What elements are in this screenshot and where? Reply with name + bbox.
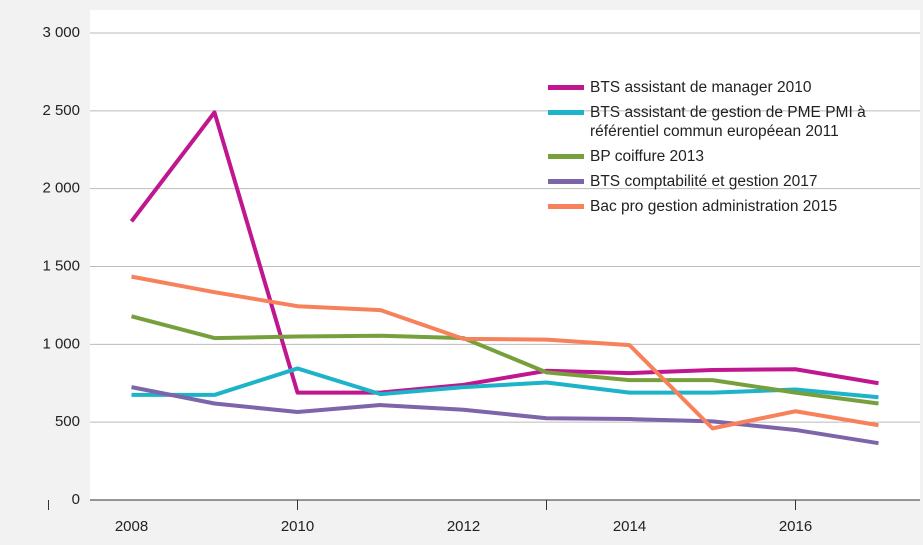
legend-swatch: [548, 204, 584, 209]
y-tick-label: 1 000: [42, 335, 80, 352]
y-tick-label: 1 500: [42, 257, 80, 274]
legend-item: BTS assistant de gestion de PME PMI à ré…: [548, 103, 918, 141]
legend-item: BP coiffure 2013: [548, 147, 918, 166]
legend-label: BTS assistant de manager 2010: [590, 79, 812, 96]
series-line: [131, 366, 879, 400]
series-line: [131, 385, 879, 446]
legend-label: BP coiffure 2013: [590, 148, 705, 165]
x-tick-label: 2008: [115, 518, 148, 535]
series-line: [131, 274, 879, 431]
x-tick-label: 2010: [281, 518, 314, 535]
legend-label: BTS assistant de gestion de PME PMI à ré…: [590, 104, 866, 140]
legend-swatch: [548, 85, 584, 90]
y-tick-label: 0: [72, 491, 80, 508]
legend-item: BTS comptabilité et gestion 2017: [548, 172, 918, 191]
plot-area: [90, 10, 920, 500]
y-tick-label: 500: [55, 413, 80, 430]
legend-label: Bac pro gestion administration 2015: [590, 198, 838, 215]
legend: BTS assistant de manager 2010 BTS assista…: [548, 78, 918, 222]
series-line: [129, 110, 879, 395]
legend-label: BTS comptabilité et gestion 2017: [590, 173, 818, 190]
x-tick-label: 2012: [447, 518, 480, 535]
series-line: [130, 314, 879, 406]
x-tick-label: 2016: [779, 518, 812, 535]
x-tick-label: 2014: [613, 518, 646, 535]
legend-swatch: [548, 154, 584, 159]
y-tick-label: 2 500: [42, 102, 80, 119]
legend-item: BTS assistant de manager 2010: [548, 78, 918, 97]
legend-item: Bac pro gestion administration 2015: [548, 197, 918, 216]
legend-swatch: [548, 179, 584, 184]
legend-swatch: [548, 110, 584, 115]
y-tick-label: 3 000: [42, 24, 80, 41]
y-tick-label: 2 000: [42, 180, 80, 197]
